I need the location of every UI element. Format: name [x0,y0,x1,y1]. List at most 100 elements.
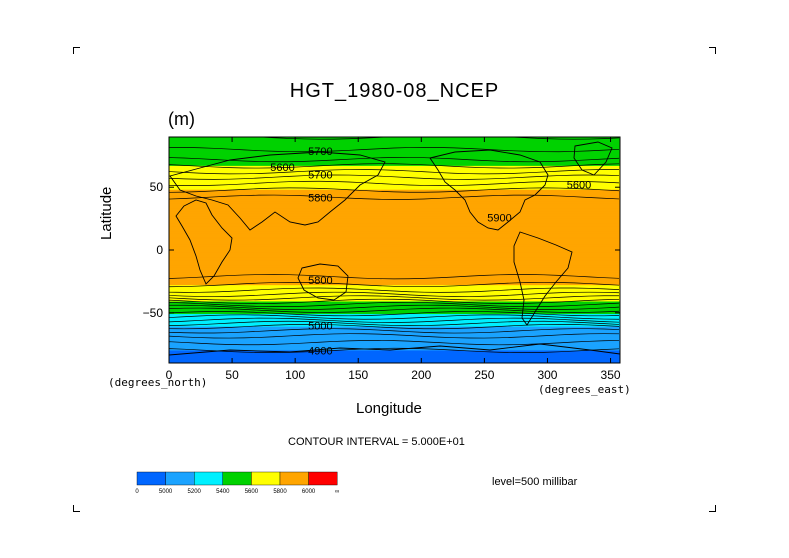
band-cell [169,238,620,241]
band-cell [169,260,620,262]
contour-label: 5800 [308,192,332,204]
band-cell [169,232,620,235]
coastline-eurasia [169,151,386,231]
contour-line [169,328,620,334]
colorbar-swatch [222,471,252,486]
band-cell [169,227,620,230]
band-cell [169,257,620,260]
band-cell [169,311,620,314]
x-tick-label: 200 [411,368,431,382]
band-cell [169,211,620,213]
band-cell [169,295,620,298]
band-cell [169,282,620,285]
band-cell [169,234,620,237]
contour-line [169,287,620,293]
contour-line [169,169,620,175]
contour-line [169,314,620,320]
band-cell [169,224,620,227]
coastline-antarctica [169,343,620,356]
colorbar-swatch [193,471,223,486]
band-cell [169,207,620,210]
band-cell [169,344,620,347]
coastline-north-america [429,149,549,231]
corner-mark-top-left [73,47,80,54]
colorbar-label: 5200 [188,489,202,495]
band-cell [169,177,620,180]
band-cell [169,172,620,175]
band-cell [169,143,620,146]
band-cell [169,331,620,334]
band-cell [169,303,620,306]
band-cell [169,283,620,286]
band-cell [169,149,620,152]
contour-line [169,301,620,308]
band-cell [169,185,620,188]
band-cell [169,212,620,215]
band-cell [169,350,620,353]
band-cell [169,222,620,225]
band-cell [169,248,620,251]
band-cell [169,173,620,176]
contour-line [169,180,620,187]
band-cell [169,252,620,255]
contour-line [169,307,620,313]
band-cell [169,237,620,240]
band-cell [169,253,620,256]
band-cell [169,216,620,218]
contour-line [169,304,620,310]
band-cell [169,258,620,261]
band-cell [169,178,620,181]
band-cell [169,357,620,360]
contour-interval-text: CONTOUR INTERVAL = 5.000E+01 [288,436,465,448]
contour-line [169,347,620,353]
band-cell [169,291,620,294]
corner-mark-bottom-right [709,505,716,512]
band-cell [169,336,620,339]
band-cell [169,315,620,318]
band-cell [169,349,620,352]
band-cell [169,231,620,234]
band-cell [169,293,620,296]
band-cell [169,329,620,331]
band-cell [169,202,620,205]
colorbar-swatch [165,471,195,486]
band-cell [169,199,620,202]
y-tick-label: 0 [156,243,163,257]
band-cell [169,174,620,177]
band-cell [169,243,620,246]
band-cell [169,325,620,328]
band-cell [169,164,620,167]
band-cell [169,332,620,335]
band-cell [169,214,620,217]
band-cell [169,316,620,319]
band-cell [169,223,620,226]
contour-line [169,324,620,330]
band-cell [169,273,620,276]
band-cell [169,140,620,143]
band-cell [169,167,620,169]
band-cell [169,327,620,330]
contour-label: 5700 [308,146,332,158]
band-cell [169,342,620,345]
band-cell [169,148,620,151]
band-cell [169,347,620,350]
band-cell [169,203,620,206]
band-cell [169,292,620,295]
contour-label: 5900 [487,212,511,224]
colorbar-swatch [136,471,166,486]
contour-line [169,333,620,339]
band-cell [169,194,620,197]
band-cell [169,312,620,315]
band-cell [169,180,620,183]
y-unit-label: (degrees_north) [108,376,208,389]
band-cell [169,197,620,200]
band-cell [169,307,620,310]
band-cell [169,339,620,341]
x-axis-label: Longitude [356,400,422,417]
contour-label: 5600 [567,180,591,192]
band-cell [169,255,620,257]
band-cell [169,265,620,267]
contour-label: 5600 [270,162,294,174]
band-cell [169,351,620,354]
